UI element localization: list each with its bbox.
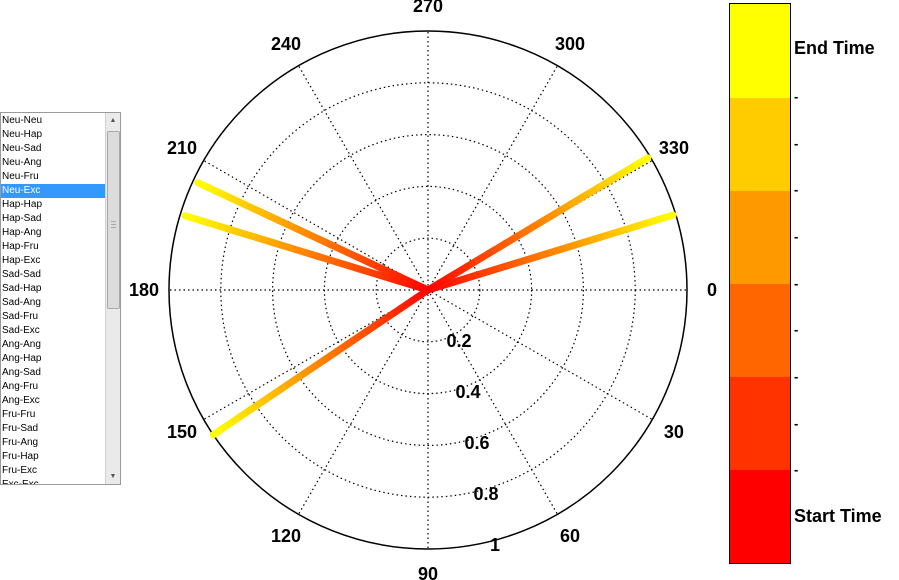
list-item[interactable]: Ang-Hap [2,353,42,364]
angle-tick-label: 120 [271,526,301,546]
angle-tick-label: 270 [413,0,443,16]
colorbar-end-label: End Time [794,38,875,58]
list-item[interactable]: Sad-Sad [2,269,41,280]
pair-listbox[interactable]: Neu-Neu Neu-Hap Neu-Sad Neu-Ang Neu-Fru Neu-E… [0,112,121,485]
colorbar-tick: - [794,276,799,291]
radial-tick-label: 0.6 [464,433,489,453]
list-item[interactable]: Ang-Exc [2,395,40,406]
list-item[interactable]: Sad-Ang [2,297,41,308]
polar-outer-circle [168,30,688,550]
grip-icon: _ _ _ [111,213,116,228]
colorbar-segment [730,283,790,378]
list-item[interactable]: Ang-Fru [2,381,39,392]
angle-tick-label: 90 [418,564,438,580]
list-item[interactable]: Exc-Exc [2,479,39,485]
scroll-down-arrow-icon[interactable]: ▼ [109,473,117,480]
radial-tick-label: 1 [490,535,500,555]
colorbar-start-label: Start Time [794,506,882,526]
series-line [209,286,432,439]
list-item[interactable]: Neu-Ang [2,157,42,168]
angle-tick-label: 60 [560,526,580,546]
scroll-up-arrow-icon[interactable]: ▲ [109,117,117,124]
listbox-items: Neu-Neu Neu-Hap Neu-Sad Neu-Ang Neu-Fru Neu-E… [1,114,105,485]
series-segment [209,427,223,439]
list-item[interactable]: Sad-Fru [2,311,39,322]
series-segment [181,212,195,222]
radial-grid-circle [375,237,481,343]
radial-tick-label: 0.2 [446,331,471,351]
radial-tick-label: 0.8 [473,484,498,504]
series-line [181,212,432,294]
colorbar-tick: - [794,369,799,384]
list-item[interactable]: Fru-Fru [2,409,36,420]
colorbar-segment [730,469,790,564]
radial-tick-label: 0.4 [455,382,480,402]
list-item[interactable]: Hap-Hap [2,199,43,210]
colorbar-tick: - [794,136,799,151]
polar-plot: 0 30 60 90 120 150 180 210 240 270 300 330 0.2 0.4 0.6… [129,0,717,580]
angle-tick-label: 30 [664,422,684,442]
colorbar-tick: - [794,416,799,431]
list-item[interactable]: Hap-Ang [2,227,42,238]
angle-tick-label: 240 [271,34,301,54]
list-item[interactable]: Sad-Hap [2,283,42,294]
list-item[interactable]: Fru-Sad [2,423,39,434]
list-item[interactable]: Neu-Fru [2,171,39,182]
colorbar-segment [730,4,790,98]
listbox-scrollbar[interactable]: ▲ _ _ _ ▼ [105,113,120,484]
list-item[interactable]: Sad-Exc [2,325,40,336]
list-item[interactable]: Fru-Hap [2,451,39,462]
list-item[interactable]: Ang-Sad [2,367,41,378]
list-item[interactable]: Ang-Ang [2,339,41,350]
angle-tick-label: 0 [707,280,717,300]
colorbar-tick: - [794,182,799,197]
list-item[interactable]: Neu-Sad [2,143,42,154]
angle-tick-label: 300 [555,34,585,54]
list-item[interactable]: Hap-Exc [2,255,41,266]
colorbar-tick: - [794,462,799,477]
angle-tick-label: 210 [167,138,197,158]
radial-grid-circle [272,134,584,446]
list-item[interactable]: Neu-Exc [1,184,105,198]
list-item[interactable]: Fru-Exc [2,465,37,476]
series-segment [638,154,652,165]
angle-tick-label: 180 [129,280,159,300]
angle-tick-label: 150 [167,422,197,442]
angle-tick-label: 330 [659,138,689,158]
series-segment [663,211,677,221]
scroll-thumb[interactable]: _ _ _ [107,131,120,309]
list-item[interactable]: Neu-Neu [2,115,43,126]
list-item[interactable]: Fru-Ang [2,437,39,448]
colorbar [729,3,791,564]
colorbar-tick: - [794,322,799,337]
list-item[interactable]: Neu-Hap [2,129,43,140]
colorbar-segment [730,190,790,284]
series-segment [194,179,208,189]
colorbar-tick: - [794,89,799,104]
list-item[interactable]: Hap-Fru [2,241,39,252]
colorbar-segment [730,376,790,471]
colorbar-tick: - [794,229,799,244]
colorbar-segment [730,97,790,191]
list-item[interactable]: Hap-Sad [2,213,42,224]
series-line [424,211,677,294]
